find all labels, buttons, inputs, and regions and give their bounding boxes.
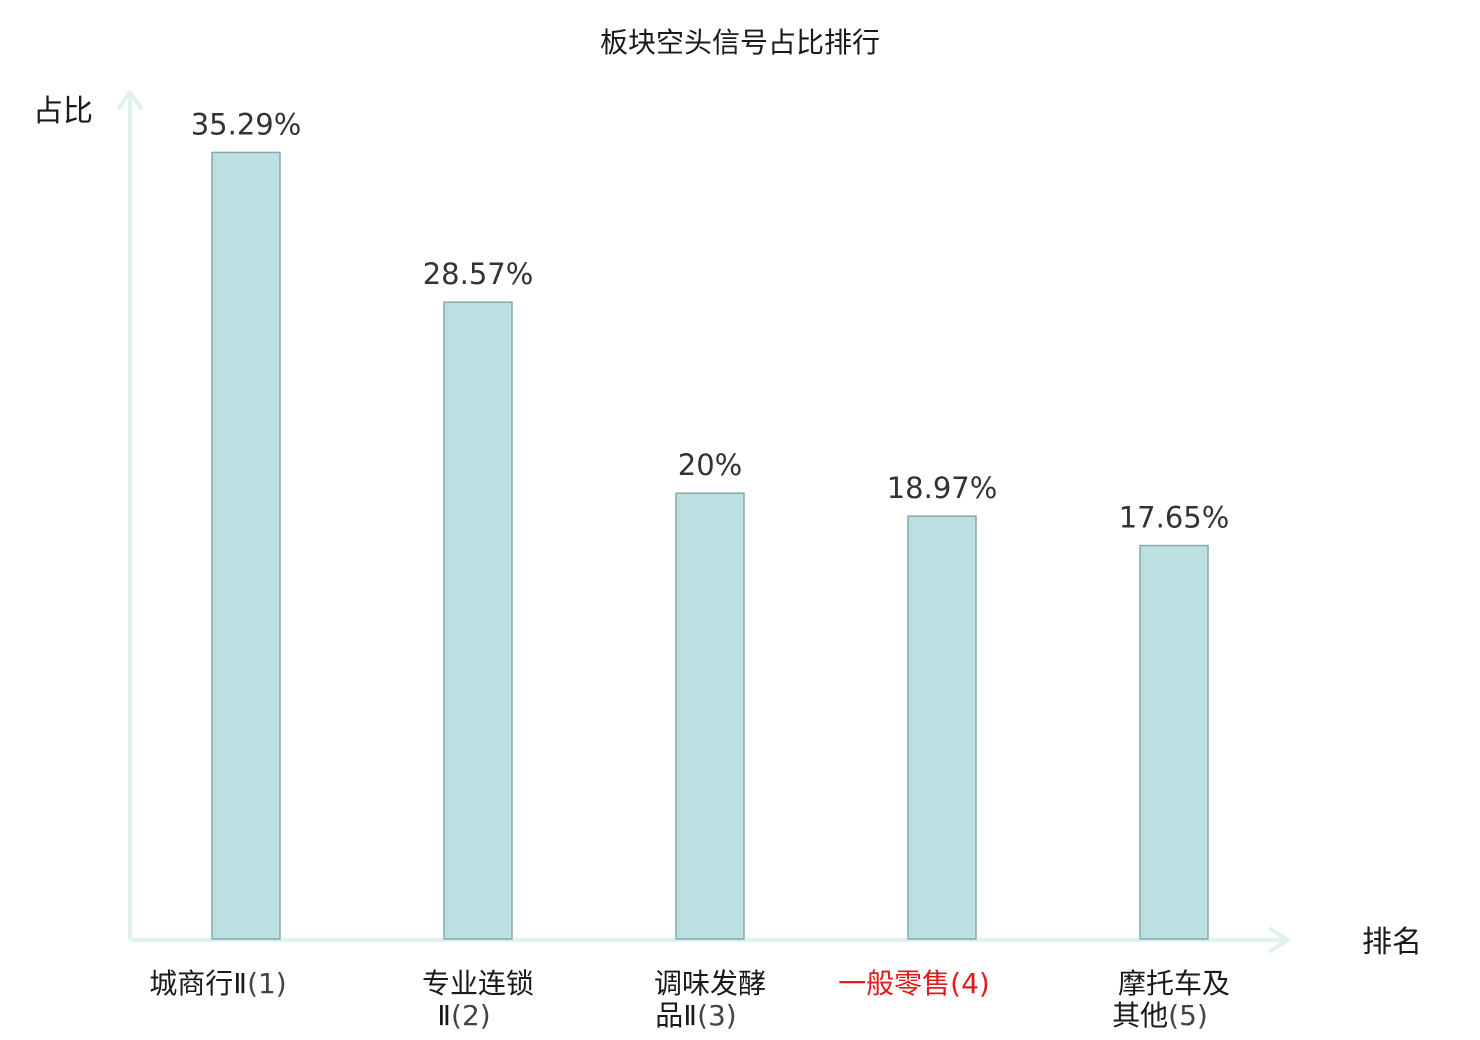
category-name-continued: Ⅱ bbox=[437, 999, 451, 1032]
x-axis-title: 排名 bbox=[1362, 925, 1422, 960]
bar-value-label: 17.65% bbox=[1119, 501, 1230, 535]
category-label: 调味发酵品Ⅱ(3) bbox=[654, 967, 766, 1032]
category-name-continued: 品Ⅱ bbox=[655, 999, 697, 1032]
x-axis-arrow bbox=[1268, 927, 1290, 953]
chart-title: 板块空头信号占比排行 bbox=[600, 26, 880, 59]
y-axis bbox=[117, 90, 143, 940]
bar bbox=[1139, 544, 1209, 940]
bar-value-label: 28.57% bbox=[423, 257, 534, 291]
category-label: 城商行Ⅱ(1) bbox=[149, 967, 286, 1000]
x-axis bbox=[130, 927, 1290, 953]
category-rank: (1) bbox=[247, 967, 287, 1000]
category-name: 城商行Ⅱ bbox=[149, 967, 247, 1000]
bar-value-label: 35.29% bbox=[191, 107, 302, 141]
y-axis-title: 占比 bbox=[33, 94, 93, 129]
bar bbox=[907, 515, 977, 940]
category-label: 摩托车及其他(5) bbox=[1112, 967, 1230, 1032]
category-rank: (5) bbox=[1168, 999, 1208, 1032]
category-label: 专业连锁 Ⅱ(2) bbox=[422, 967, 534, 1032]
bar-value-label: 20% bbox=[678, 448, 742, 482]
bars-layer bbox=[211, 151, 1209, 940]
bar bbox=[211, 151, 281, 940]
bar-value-label: 18.97% bbox=[887, 471, 998, 505]
category-name: 调味发酵 bbox=[654, 967, 766, 1000]
category-rank: (3) bbox=[697, 999, 737, 1032]
category-label: 一般零售(4) bbox=[838, 967, 990, 1000]
category-name: 一般零售 bbox=[838, 967, 950, 1000]
y-axis-arrow bbox=[117, 90, 143, 110]
category-rank: (2) bbox=[451, 999, 491, 1032]
category-name: 专业连锁 bbox=[422, 967, 534, 1000]
category-rank: (4) bbox=[950, 967, 990, 1000]
bar bbox=[443, 301, 513, 940]
category-name: 摩托车及 bbox=[1118, 967, 1230, 1000]
bar bbox=[675, 492, 745, 940]
category-labels-layer: 城商行Ⅱ(1) 专业连锁 Ⅱ(2) 调味发酵品Ⅱ(3) 一般零售(4) 摩托车及其他(5) bbox=[149, 967, 1230, 1032]
value-labels-layer: 35.29% 28.57% 20% 18.97% 17.65% bbox=[191, 107, 1230, 534]
category-name-continued: 其他 bbox=[1112, 999, 1168, 1032]
